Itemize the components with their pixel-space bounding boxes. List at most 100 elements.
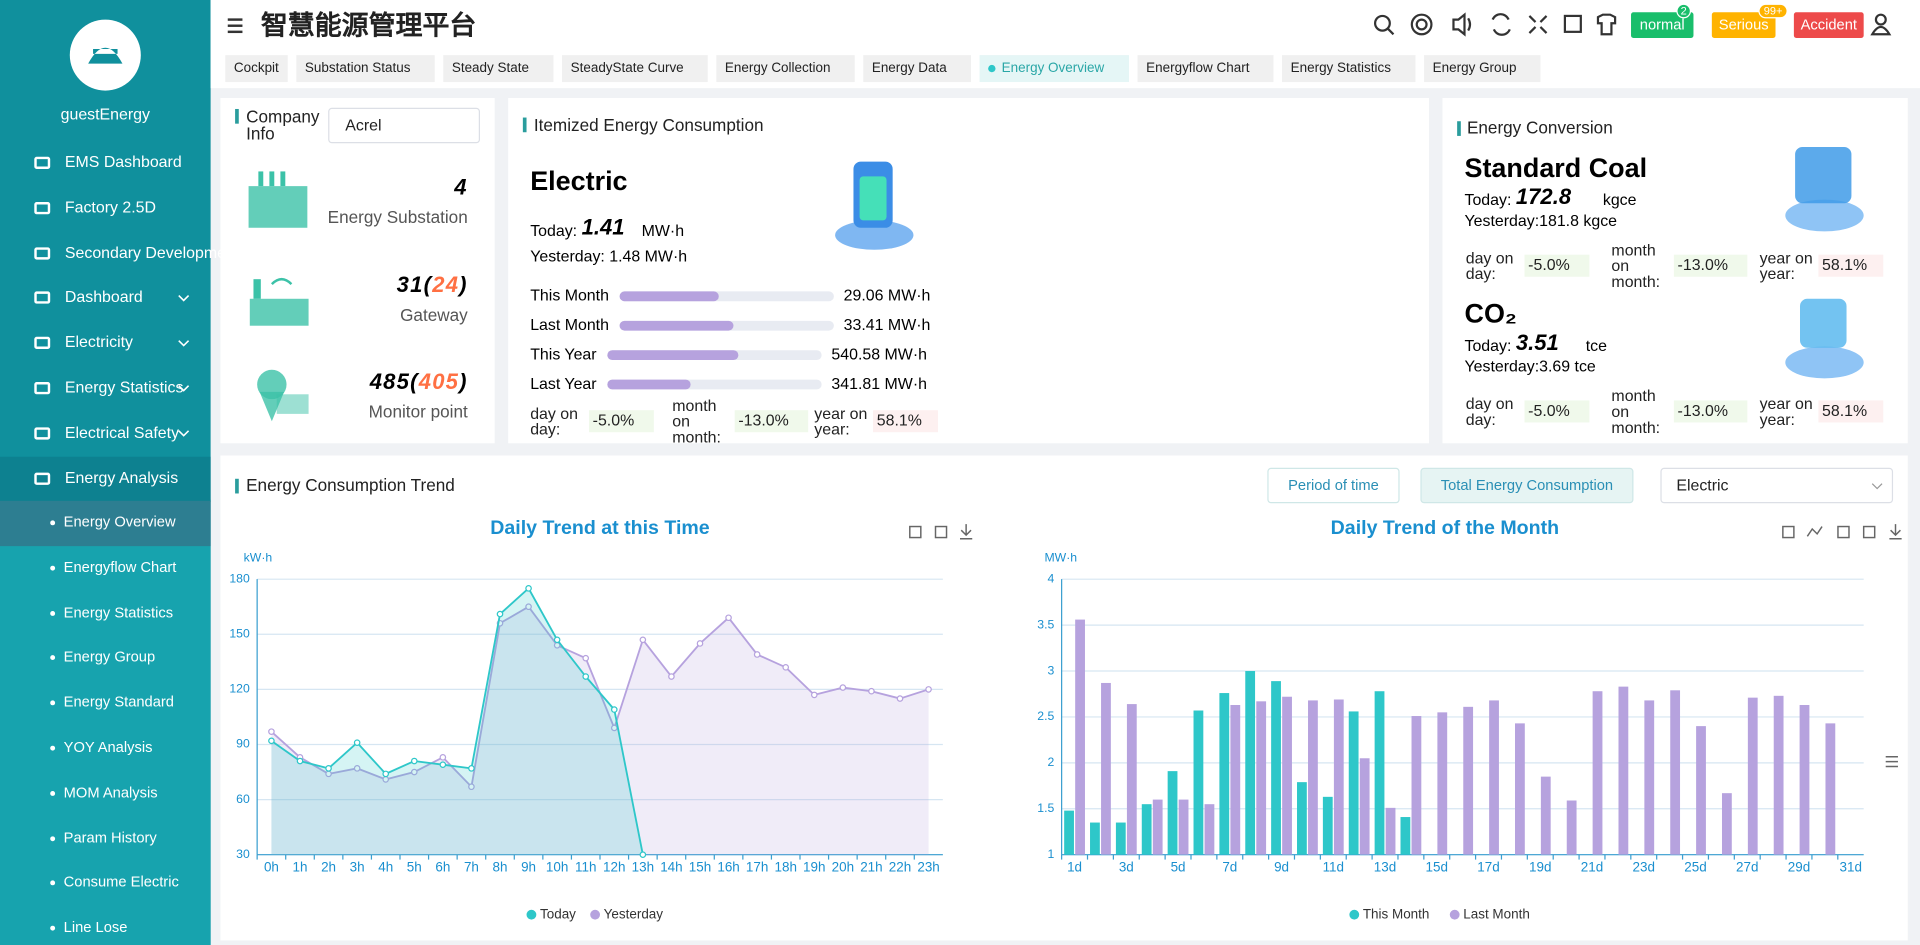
today-value: 1.41: [581, 215, 625, 240]
button[interactable]: [1267, 467, 1400, 504]
bar: [1271, 681, 1281, 855]
bar: [1178, 799, 1189, 855]
select-value[interactable]: Acrel: [345, 115, 382, 135]
chart-toolboxes[interactable]: [909, 524, 1902, 768]
button[interactable]: [1420, 467, 1634, 504]
bar: [1618, 686, 1629, 855]
x-tick-label: 31d: [1840, 860, 1862, 875]
tab[interactable]: Energy Collection: [716, 55, 855, 83]
menu-item[interactable]: Electrical Safety: [64, 422, 180, 442]
x-tick-label: 0h: [264, 860, 279, 875]
bar: [1411, 716, 1422, 855]
card-title: Info: [246, 123, 275, 144]
bar: [1090, 822, 1100, 855]
x-tick-label: 13d: [1374, 860, 1396, 875]
button-label[interactable]: Period of time: [1288, 476, 1379, 494]
submenu-dot: [50, 925, 56, 931]
chart-title: Daily Trend of the Month: [1331, 517, 1559, 539]
bar: [1193, 710, 1204, 855]
menu-item[interactable]: Secondary Development: [64, 242, 240, 261]
submenu-item[interactable]: YOY Analysis: [63, 738, 153, 756]
menu-chevron: [178, 385, 190, 392]
x-tick-label: 3h: [350, 860, 365, 875]
badge-label[interactable]: normal: [1639, 15, 1685, 33]
menu-item[interactable]: Dashboard: [64, 287, 143, 307]
x-tick-label: 29d: [1788, 860, 1810, 875]
card-title: Energy Consumption Trend: [246, 475, 455, 495]
x-tick-label: 15h: [689, 860, 711, 875]
progress-bar: [619, 291, 719, 302]
submenu-dot: [50, 565, 56, 571]
tab[interactable]: Energy Statistics: [1282, 55, 1416, 83]
submenu-item[interactable]: Line Lose: [63, 918, 128, 936]
compare-box: [588, 410, 654, 433]
series-area: [271, 606, 929, 855]
data-point: [496, 610, 504, 618]
stat-part: 31(: [396, 272, 433, 298]
x-tick-label: 23h: [917, 860, 939, 875]
tab[interactable]: Energy Overview: [979, 55, 1129, 83]
menu-toggle[interactable]: [227, 18, 243, 34]
submenu-item[interactable]: Param History: [63, 828, 157, 846]
compare-box: [1673, 400, 1748, 423]
data-point: [268, 728, 275, 735]
select-value[interactable]: Electric: [1676, 475, 1729, 495]
data-point: [925, 686, 932, 693]
x-tick-label: 12h: [603, 860, 625, 875]
row-value: 33.41 MW·h: [843, 315, 931, 334]
x-tick-label: 10h: [546, 860, 568, 875]
stat-part: 4: [454, 174, 468, 200]
x-tick-label: 23d: [1633, 860, 1655, 875]
progress-track: [619, 291, 834, 302]
submenu-item[interactable]: Energy Statistics: [63, 603, 174, 621]
tab[interactable]: Energy Data: [863, 55, 972, 83]
submenu-item[interactable]: MOM Analysis: [63, 783, 158, 801]
menu-item[interactable]: Electricity: [64, 332, 134, 352]
bar: [1463, 706, 1474, 855]
badge-label[interactable]: Accident: [1800, 15, 1857, 33]
submenu-dot: [50, 655, 56, 661]
tab[interactable]: Substation Status: [296, 55, 435, 83]
tab[interactable]: SteadyState Curve: [562, 55, 709, 83]
header-icons[interactable]: [1374, 12, 1892, 37]
submenu-dot: [50, 880, 56, 886]
select[interactable]: [1660, 467, 1894, 504]
menu-item[interactable]: Energy Analysis: [64, 467, 179, 487]
menu-item[interactable]: Factory 2.5D: [64, 197, 157, 216]
tab[interactable]: Energyflow Chart: [1137, 55, 1274, 83]
menu-icon: [34, 382, 51, 395]
menu-item[interactable]: Energy Statistics: [64, 377, 184, 397]
submenu-item[interactable]: Energy Group: [63, 648, 156, 666]
tab[interactable]: Energy Group: [1424, 55, 1542, 83]
badge-label[interactable]: Serious: [1718, 15, 1769, 33]
submenu-item[interactable]: Energy Standard: [63, 693, 174, 711]
button-label[interactable]: Total Energy Consumption: [1440, 476, 1614, 494]
today-unit: MW·h: [641, 221, 685, 240]
stat-part: 405: [418, 369, 460, 394]
bar: [1437, 712, 1448, 855]
submenu-item[interactable]: Energy Overview: [63, 513, 176, 531]
menu-item[interactable]: EMS Dashboard: [64, 152, 182, 171]
tab[interactable]: Cockpit: [225, 55, 288, 83]
y-tick-label: 180: [229, 571, 250, 585]
bar: [1256, 701, 1267, 855]
submenu-item[interactable]: Energyflow Chart: [63, 558, 177, 576]
badge-count: 2: [1680, 4, 1687, 17]
bar: [1075, 619, 1085, 855]
stat-value: 4: [454, 175, 467, 200]
bar: [1374, 691, 1385, 855]
tab[interactable]: Steady State: [443, 55, 554, 83]
submenu-item[interactable]: Consume Electric: [63, 873, 179, 891]
data-point: [810, 691, 818, 699]
y-tick-label: 150: [229, 627, 250, 641]
data-point: [610, 706, 618, 713]
select[interactable]: [328, 107, 481, 144]
compare-value: -5.0%: [592, 410, 635, 430]
stat-label: Monitor point: [368, 401, 468, 422]
compare-label: month on month:: [672, 396, 721, 447]
badge-count: 99+: [1763, 4, 1783, 17]
badge[interactable]: [1793, 12, 1864, 38]
data-point: [468, 765, 475, 772]
menu-chevron: [178, 430, 190, 437]
y-tick-label: 4: [1047, 571, 1054, 585]
